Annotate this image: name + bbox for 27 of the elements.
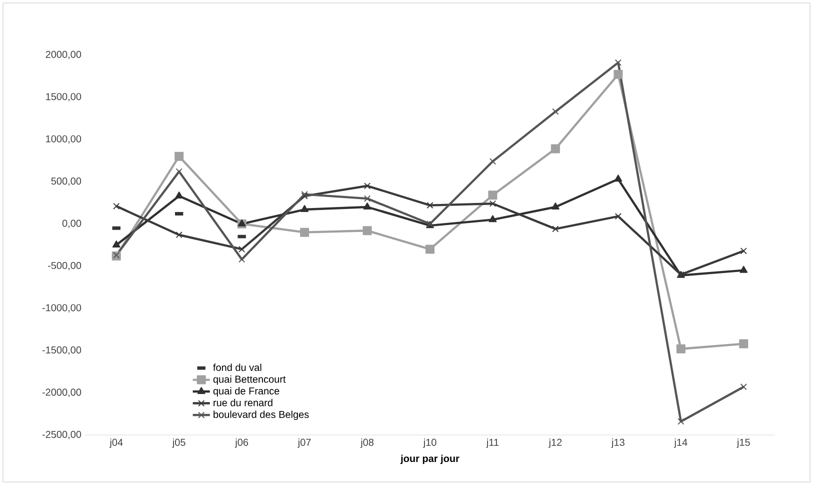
x-tick-label: j14 [674, 438, 688, 448]
x-tick-label: j10 [423, 438, 436, 448]
y-tick-label: 0,00 [62, 220, 82, 228]
y-tick-label: 2000,00 [46, 50, 82, 60]
x-tick-label: j12 [548, 438, 562, 448]
x-axis-title: jour par jour [400, 454, 460, 464]
x-tick-label: j06 [234, 438, 248, 448]
x-tick-label: j04 [109, 438, 123, 448]
legend-label: fond du val [213, 364, 262, 372]
x-tick-label: j07 [298, 438, 311, 448]
y-tick-label: 1000,00 [46, 135, 82, 144]
legend-label: boulevard des Belges [214, 410, 309, 420]
y-tick-label: -1000,00 [42, 304, 82, 312]
x-tick-label: j13 [611, 438, 624, 448]
x-tick-label: j15 [736, 438, 750, 448]
x-tick-label: j11 [486, 438, 499, 448]
y-tick-label: 1500,00 [46, 93, 82, 102]
legend-label: quai Bettencourt [213, 375, 286, 385]
y-tick-label: -500,00 [48, 262, 82, 270]
x-tick-label: j05 [172, 438, 186, 448]
legend-label: quai de France [213, 387, 280, 396]
y-tick-label: -2500,00 [42, 430, 82, 440]
x-tick-label: j08 [360, 438, 374, 448]
y-tick-label: -2000,00 [42, 388, 82, 397]
y-tick-label: 500,00 [51, 178, 82, 186]
y-tick-label: -1500,00 [42, 346, 82, 355]
legend-label: rue du renard [214, 398, 272, 406]
